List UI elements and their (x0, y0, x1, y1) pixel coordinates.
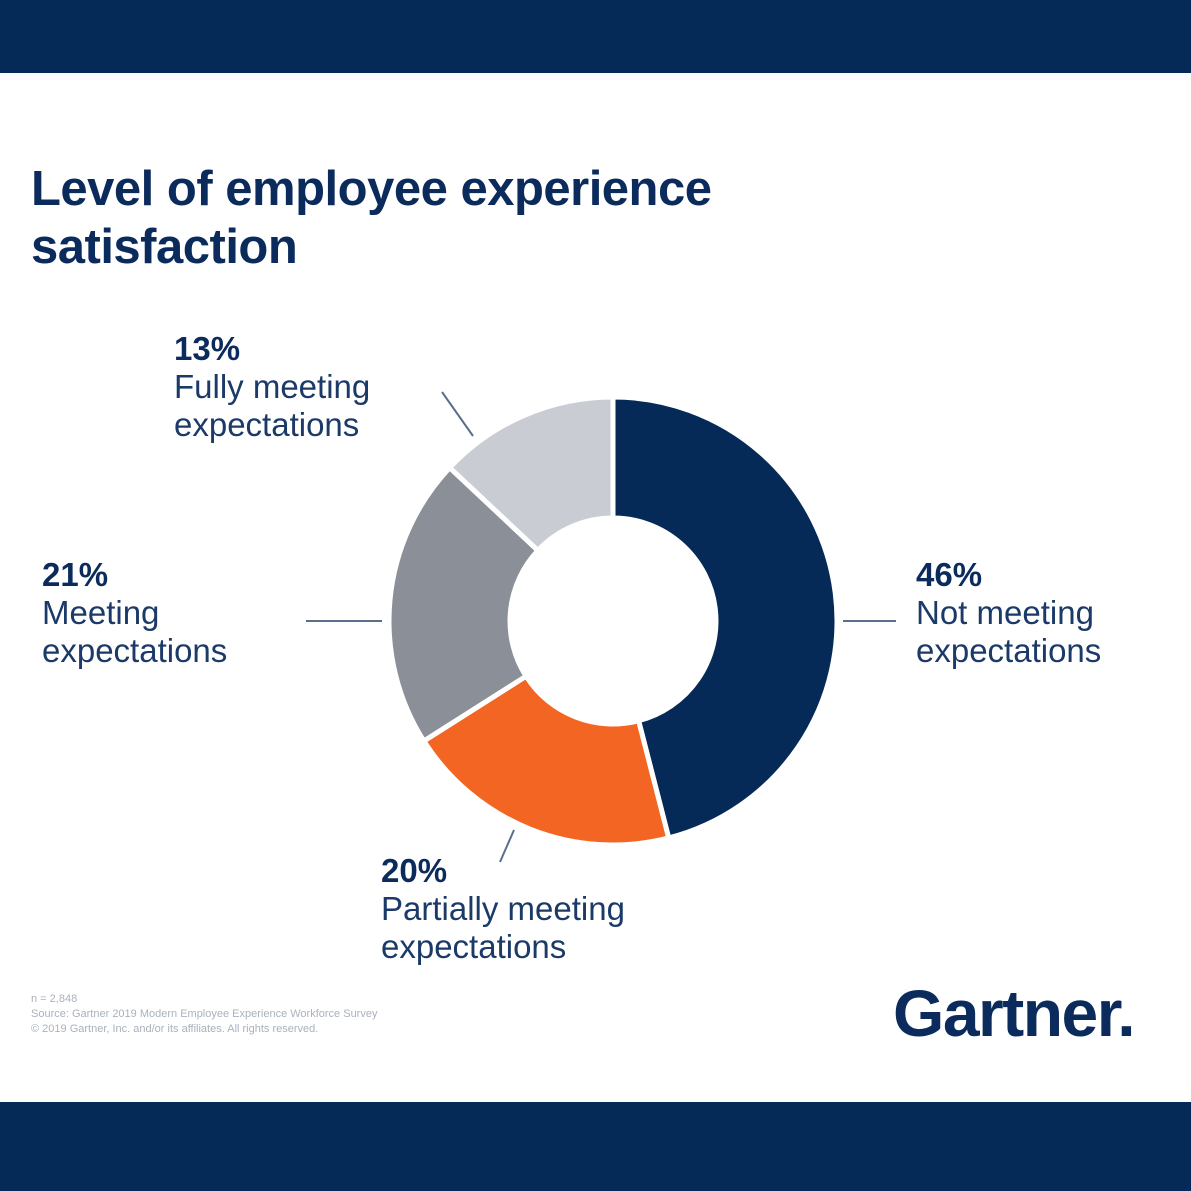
footnote-copyright: © 2019 Gartner, Inc. and/or its affiliat… (31, 1023, 319, 1035)
footnote-sample-size: n = 2,848 (31, 993, 78, 1005)
callout-not-meeting: 46% Not meeting expectations (916, 556, 1101, 670)
footnote-source: Source: Gartner 2019 Modern Employee Exp… (31, 1008, 378, 1020)
donut-slice-meeting-expectations (386, 464, 542, 745)
callout-fully-percent: 13% (174, 330, 241, 367)
footnote: n = 2,848 Source: Gartner 2019 Modern Em… (31, 992, 591, 1037)
callout-partially: 20% Partially meeting expectations (381, 852, 625, 966)
callout-meeting: 21% Meeting expectations (42, 556, 227, 670)
callout-meeting-percent: 21% (42, 556, 109, 593)
donut-slice-fully-meeting-expectations (446, 394, 616, 555)
callout-not-meeting-percent: 46% (916, 556, 983, 593)
gartner-logo: Gartner. (893, 976, 1136, 1050)
callout-partially-label: Partially meeting expectations (381, 890, 625, 965)
callout-fully-label: Fully meeting expectations (174, 368, 371, 443)
donut-slice-partially-meeting-expectations (420, 672, 672, 848)
callout-partially-percent: 20% (381, 852, 448, 889)
callout-meeting-label: Meeting expectations (42, 594, 228, 669)
leader-line-fully (441, 391, 474, 437)
leader-line-partially (499, 829, 515, 863)
top-banner (0, 0, 1191, 73)
callout-fully: 13% Fully meeting expectations (174, 330, 370, 444)
bottom-banner (0, 1102, 1191, 1191)
chart-title: Level of employee experience satisfactio… (31, 162, 712, 274)
callout-not-meeting-label: Not meeting expectations (916, 594, 1102, 669)
donut-slice-not-meeting-expectations (610, 394, 840, 842)
